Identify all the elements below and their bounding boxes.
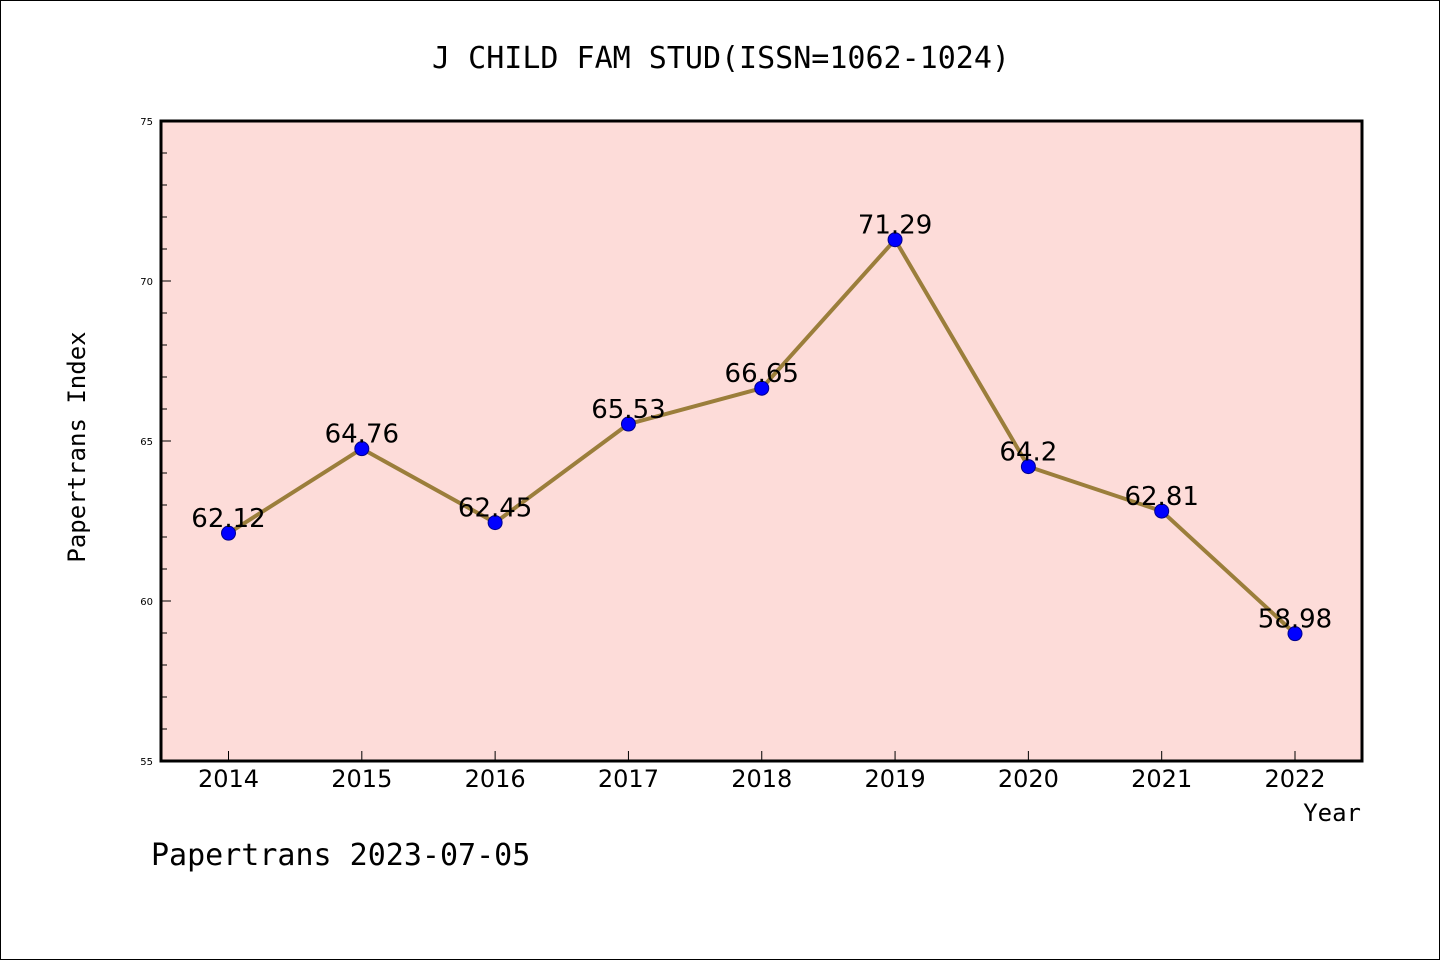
data-point-marker bbox=[1287, 626, 1303, 642]
y-tick-label: 55 bbox=[140, 757, 153, 768]
y-tick-label: 65 bbox=[140, 437, 153, 448]
x-axis-ticks: 2014 2015 2016 2017 2018 2019 2020 2021 2022 bbox=[198, 751, 1326, 793]
plot-area bbox=[159, 119, 1364, 763]
data-point-label: 71.29 bbox=[858, 211, 932, 241]
data-point-marker bbox=[354, 441, 370, 457]
x-tick-label: 2022 bbox=[1264, 765, 1325, 793]
y-tick-label: 60 bbox=[140, 597, 153, 608]
x-tick-label: 2020 bbox=[998, 765, 1059, 793]
data-point-label: 62.45 bbox=[458, 494, 532, 524]
data-point-marker bbox=[1020, 459, 1036, 475]
data-point-label: 62.81 bbox=[1124, 482, 1198, 512]
x-tick-label: 2015 bbox=[331, 765, 392, 793]
data-point-label: 65.53 bbox=[591, 395, 665, 425]
x-tick-label: 2021 bbox=[1131, 765, 1192, 793]
data-point-label: 64.2 bbox=[999, 438, 1057, 468]
x-axis-label: Year bbox=[1303, 799, 1361, 827]
data-point-marker bbox=[1154, 503, 1170, 519]
x-tick-label: 2017 bbox=[598, 765, 659, 793]
x-tick-label: 2016 bbox=[465, 765, 526, 793]
y-tick-label: 70 bbox=[140, 277, 153, 288]
data-point-marker bbox=[754, 380, 770, 396]
data-point-marker bbox=[620, 416, 636, 432]
y-tick-label: 75 bbox=[140, 117, 153, 128]
x-tick-label: 2018 bbox=[731, 765, 792, 793]
y-axis-label: Papertrans Index bbox=[63, 331, 91, 562]
x-tick-label: 2019 bbox=[865, 765, 926, 793]
data-point-marker bbox=[887, 232, 903, 248]
data-point-label: 66.65 bbox=[725, 359, 799, 389]
data-markers bbox=[221, 232, 1303, 642]
footer-text: Papertrans 2023-07-05 bbox=[151, 838, 530, 873]
chart-title: J CHILD FAM STUD(ISSN=1062-1024) bbox=[432, 41, 1010, 76]
data-point-label: 58.98 bbox=[1258, 605, 1332, 635]
data-point-label: 64.76 bbox=[325, 420, 399, 450]
data-labels: 62.12 64.76 62.45 65.53 66.65 71.29 64.2 62.81 5… bbox=[191, 211, 1332, 635]
y-axis-ticks: 55 60 65 70 75 bbox=[140, 117, 171, 768]
x-tick-label: 2014 bbox=[198, 765, 259, 793]
data-point-label: 62.12 bbox=[191, 504, 265, 534]
data-point-marker bbox=[487, 515, 503, 531]
data-point-marker bbox=[221, 525, 236, 541]
